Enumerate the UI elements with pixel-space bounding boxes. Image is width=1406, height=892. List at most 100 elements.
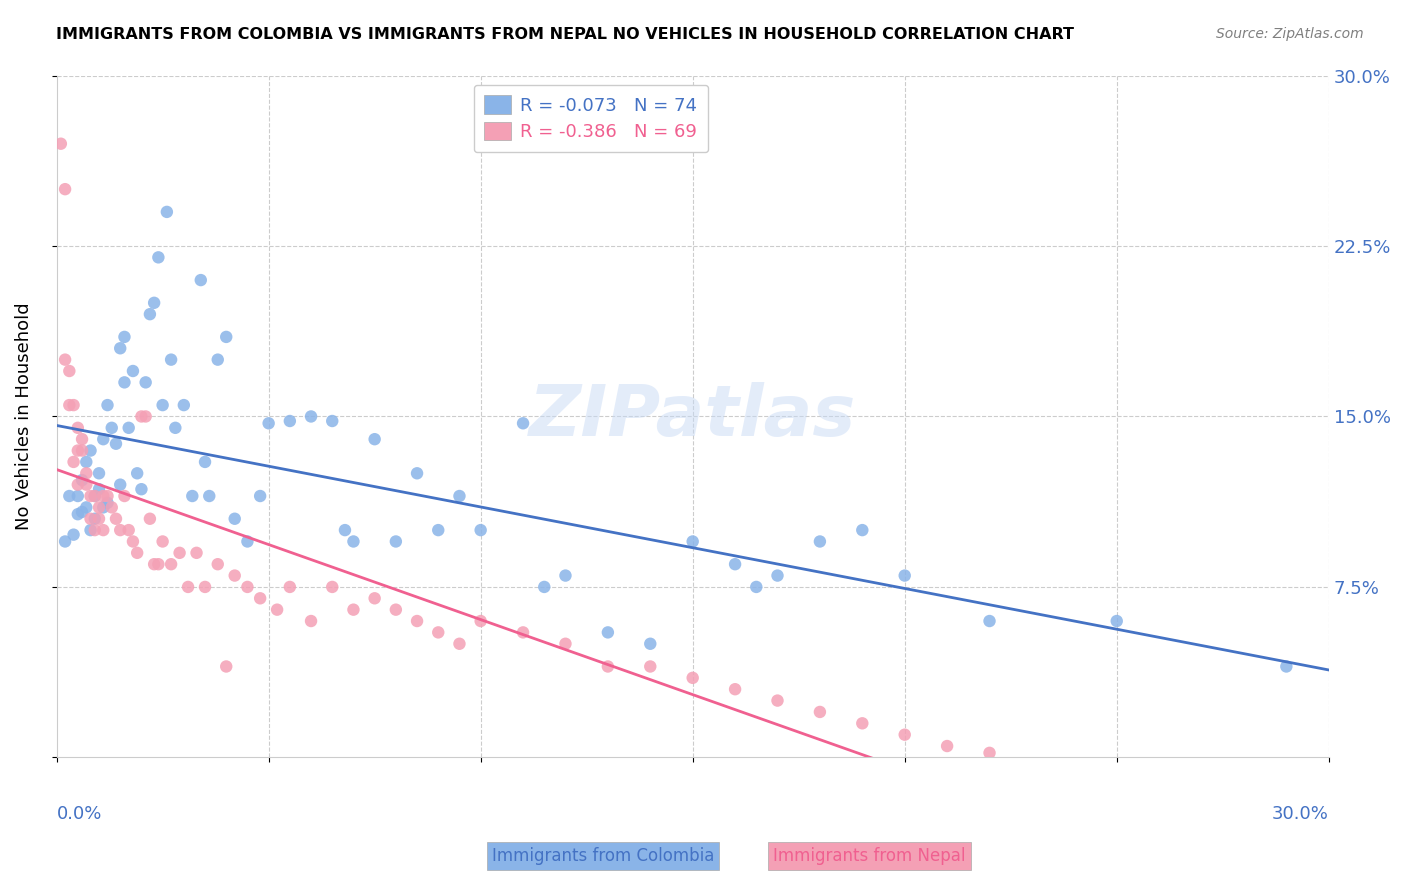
Point (278, 414, 301, 428)
Point (249, 591, 271, 606)
Point (406, 614, 429, 628)
Point (87, 482, 110, 496)
Point (554, 568, 576, 582)
Point (215, 659, 238, 673)
Legend: R = -0.073   N = 74, R = -0.386   N = 69: R = -0.073 N = 74, R = -0.386 N = 69 (474, 85, 709, 153)
Point (1105, 614, 1128, 628)
Point (893, 568, 915, 582)
Point (114, 489, 136, 503)
Point (893, 728, 915, 742)
Point (385, 602, 408, 616)
Point (682, 534, 704, 549)
Point (79, 489, 101, 503)
Point (66, 477, 89, 491)
Point (851, 523, 873, 537)
Point (224, 568, 246, 582)
Point (512, 625, 534, 640)
Point (385, 534, 408, 549)
Point (207, 558, 229, 572)
Point (427, 523, 450, 537)
Point (181, 489, 204, 503)
Point (62, 398, 84, 412)
Point (83, 489, 105, 503)
Point (449, 637, 471, 651)
Point (936, 739, 959, 753)
Point (110, 341, 132, 355)
Point (118, 421, 141, 435)
Point (58, 364, 80, 378)
Point (363, 432, 385, 446)
Point (79, 443, 101, 458)
Point (83, 523, 105, 537)
Point (118, 523, 141, 537)
Point (70, 432, 93, 446)
Point (148, 558, 170, 572)
Text: IMMIGRANTS FROM COLOMBIA VS IMMIGRANTS FROM NEPAL NO VEHICLES IN HOUSEHOLD CORRE: IMMIGRANTS FROM COLOMBIA VS IMMIGRANTS F… (56, 27, 1074, 42)
Point (979, 746, 1001, 760)
Point (156, 205, 179, 219)
Point (596, 659, 619, 673)
Point (49, 136, 72, 151)
Point (342, 602, 364, 616)
Point (75, 500, 97, 515)
Point (135, 409, 157, 424)
Point (766, 568, 789, 582)
Point (808, 705, 831, 719)
Point (194, 580, 217, 594)
Point (321, 414, 343, 428)
Point (100, 421, 122, 435)
Point (58, 398, 80, 412)
Text: ZIPatlas: ZIPatlas (529, 382, 856, 451)
Point (58, 489, 80, 503)
Point (406, 467, 429, 481)
Point (131, 409, 153, 424)
Point (449, 489, 471, 503)
Point (766, 693, 789, 707)
Point (186, 546, 208, 560)
Point (87, 512, 110, 526)
Point (427, 625, 450, 640)
Point (135, 376, 157, 390)
Point (62, 527, 84, 541)
Point (169, 546, 191, 560)
Point (724, 558, 747, 572)
Point (249, 489, 271, 503)
Point (87, 500, 110, 515)
Point (96, 496, 118, 510)
Point (724, 682, 747, 697)
Point (110, 477, 132, 491)
Point (148, 251, 170, 265)
Point (66, 507, 89, 521)
Point (122, 364, 145, 378)
Point (53, 182, 76, 196)
Point (66, 421, 89, 435)
Point (173, 398, 195, 412)
Point (143, 558, 166, 572)
Point (257, 417, 280, 431)
Point (160, 352, 183, 367)
Point (75, 477, 97, 491)
Text: Immigrants from Nepal: Immigrants from Nepal (773, 847, 966, 865)
Point (1275, 659, 1298, 673)
Point (53, 534, 76, 549)
Point (194, 455, 217, 469)
Point (83, 489, 105, 503)
Point (236, 534, 259, 549)
Point (640, 659, 662, 673)
Point (160, 558, 183, 572)
Point (87, 467, 110, 481)
Point (70, 443, 93, 458)
Point (110, 523, 132, 537)
Point (96, 398, 118, 412)
Point (207, 352, 229, 367)
Point (808, 534, 831, 549)
Point (321, 580, 343, 594)
Point (70, 505, 93, 519)
Point (66, 443, 89, 458)
Point (131, 482, 153, 496)
Point (299, 409, 322, 424)
Text: 30.0%: 30.0% (1272, 805, 1329, 823)
Point (152, 534, 174, 549)
Text: 0.0%: 0.0% (56, 805, 103, 823)
Point (596, 625, 619, 640)
